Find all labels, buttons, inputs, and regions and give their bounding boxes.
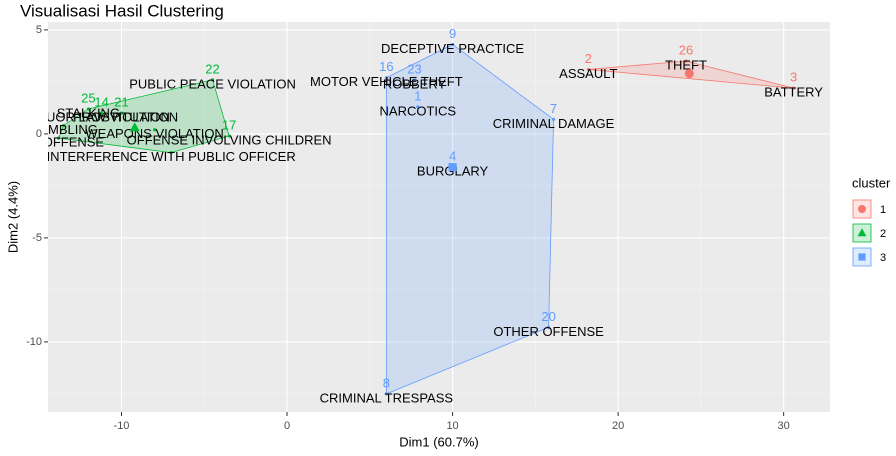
x-tick-label: 0 <box>284 420 290 432</box>
point-id: 20 <box>541 309 555 324</box>
point <box>412 78 417 82</box>
point-label: BATTERY <box>764 85 823 100</box>
axes: -10 0 10 20 30 -10 -5 0 5 <box>26 24 790 432</box>
legend-label: 3 <box>880 252 886 264</box>
point-id: 22 <box>205 61 219 76</box>
point <box>450 42 455 47</box>
point-label: NARCOTICS <box>380 103 457 118</box>
point-id: 2 <box>585 51 592 66</box>
point-label: OTHER OFFENSE <box>493 324 604 339</box>
point-label: CRIMINAL DAMAGE <box>493 116 615 131</box>
point-id: 1 <box>414 88 421 103</box>
point-id: 17 <box>222 117 236 132</box>
point-id: 25 <box>81 90 95 105</box>
point <box>416 105 420 109</box>
legend-title: cluster <box>852 175 891 190</box>
point-id: 8 <box>383 375 390 390</box>
centroid <box>684 69 694 79</box>
point <box>551 117 556 121</box>
point-id: 7 <box>550 101 557 116</box>
point <box>546 325 551 329</box>
point <box>684 59 688 63</box>
point <box>791 86 796 90</box>
legend-label: 1 <box>880 204 886 216</box>
point <box>86 107 90 111</box>
point-id: 14 <box>94 95 108 110</box>
grid <box>48 22 830 412</box>
point <box>169 151 173 155</box>
y-tick-label: 0 <box>36 128 42 140</box>
point-label: INTERFERENCE WITH PUBLIC OFFICER <box>47 149 296 164</box>
x-tick-label: 20 <box>612 420 624 432</box>
panel <box>48 22 830 412</box>
point <box>56 136 61 140</box>
point <box>210 78 215 82</box>
y-tick-label: -5 <box>32 232 42 244</box>
y-axis-title: Dim2 (4.4%) <box>5 181 20 253</box>
point-label: WEAPONS VIOLATION <box>85 126 223 141</box>
point <box>119 111 124 115</box>
x-tick-label: -10 <box>114 420 130 432</box>
point-label: LIQUOR LAW VIOLATION <box>25 110 178 125</box>
point <box>227 134 231 138</box>
point-id: 26 <box>679 43 693 58</box>
y-tick-label: 5 <box>36 24 42 36</box>
cluster-hull <box>385 43 554 395</box>
point-label: ROBBERY <box>383 76 447 91</box>
point <box>384 76 388 80</box>
centroid <box>448 163 457 172</box>
point-id: 21 <box>114 95 128 110</box>
x-tick-label: 30 <box>778 420 790 432</box>
point-id: 23 <box>407 61 421 76</box>
point <box>61 123 66 128</box>
point <box>100 111 104 115</box>
point-id: 16 <box>379 59 393 74</box>
point-id: 3 <box>790 70 797 85</box>
point-id: 4 <box>449 149 456 164</box>
point-label: GAMBLING <box>29 122 98 137</box>
point-label: OFFENSE INVOLVING CHILDREN <box>127 132 332 147</box>
point-id: 9 <box>449 26 456 41</box>
legend-symbol <box>858 205 866 213</box>
x-tick-label: 10 <box>446 420 458 432</box>
point-label: STALKING <box>57 105 120 120</box>
legend: 1 2 3 <box>852 199 886 267</box>
point-label: THEFT <box>665 58 707 73</box>
centroid <box>129 122 140 132</box>
point-label: PROSTITUTION <box>73 110 170 125</box>
x-axis-title: Dim1 (60.7%) <box>399 434 478 449</box>
chart-title: Visualisasi Hasil Clustering <box>20 1 224 20</box>
point-label: SEX OFFENSE <box>13 135 104 150</box>
point-label: MOTOR VEHICLE THEFT <box>310 74 463 89</box>
point <box>384 392 388 396</box>
point-label: PUBLIC PEACE VIOLATION <box>129 76 296 91</box>
point-label: ASSAULT <box>559 66 617 81</box>
legend-symbol <box>857 228 867 237</box>
point-label: CRIMINAL TRESPASS <box>320 390 454 405</box>
point <box>153 128 157 132</box>
legend-symbol <box>858 253 866 261</box>
point-label: DECEPTIVE PRACTICE <box>381 41 524 56</box>
y-tick-label: -10 <box>26 336 42 348</box>
legend-label: 2 <box>880 228 886 240</box>
point <box>586 67 590 72</box>
